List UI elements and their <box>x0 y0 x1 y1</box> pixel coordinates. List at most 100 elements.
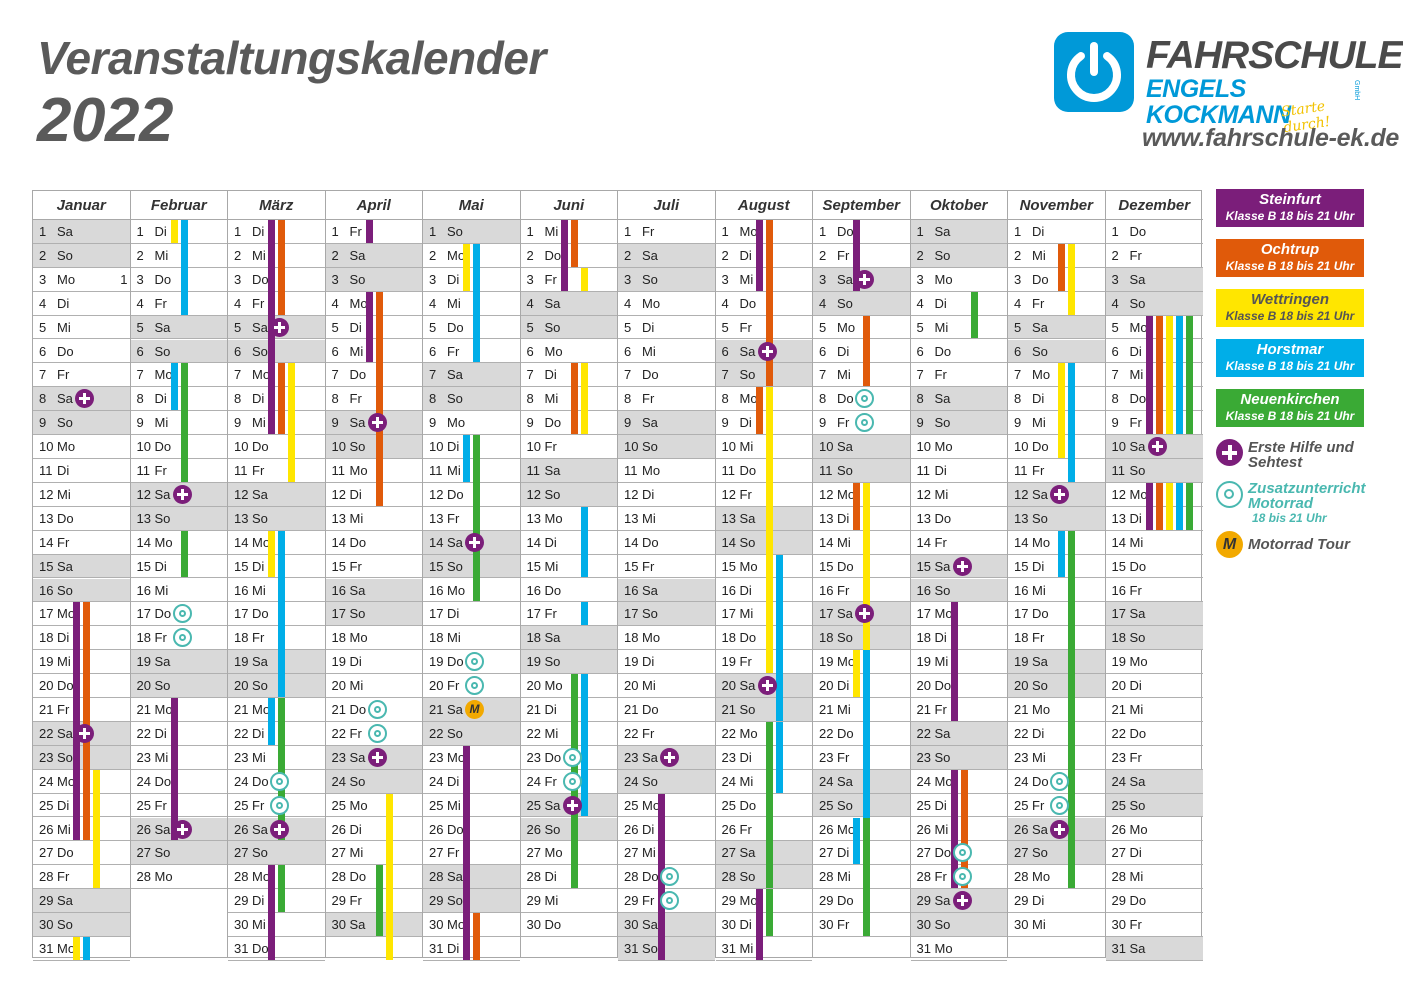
motorcycle-helmet-icon[interactable] <box>562 747 582 767</box>
day-row[interactable]: 1 Mo <box>715 220 812 244</box>
day-row[interactable]: 12 Di <box>618 483 715 507</box>
first-aid-cross-icon[interactable] <box>1050 484 1069 504</box>
day-row[interactable]: 27 Mi <box>325 841 422 866</box>
day-row[interactable]: 12 Sa <box>228 482 325 507</box>
day-row[interactable]: 30 Mi <box>228 913 325 937</box>
day-row[interactable]: 16 So <box>33 578 130 603</box>
day-row[interactable]: 19 Sa <box>228 650 325 675</box>
day-row[interactable]: 29 Do <box>1105 889 1203 914</box>
day-row[interactable]: 9 Fr <box>813 411 910 436</box>
course-bar-ochtrup[interactable] <box>570 220 578 267</box>
day-row[interactable]: 8 Do <box>813 387 910 412</box>
day-row[interactable]: 24 Fr <box>520 770 617 794</box>
day-row[interactable]: 14 Do <box>325 531 422 555</box>
course-bar-wettringen[interactable] <box>853 650 860 697</box>
day-row[interactable]: 9 Fr <box>1105 411 1203 436</box>
day-row[interactable]: 17 Mo <box>910 602 1007 627</box>
day-row[interactable]: 26 Di <box>618 818 715 842</box>
day-row[interactable]: 22 Di <box>1008 722 1105 746</box>
day-row[interactable]: 30 Fr <box>1105 913 1203 937</box>
day-row[interactable]: 19 Mo <box>813 650 910 675</box>
day-row[interactable]: 16 Mi <box>130 579 227 603</box>
day-row[interactable]: 14 Mo <box>1008 531 1105 555</box>
day-row[interactable]: 15 Do <box>1105 555 1203 579</box>
course-bar-ochtrup[interactable] <box>473 913 480 960</box>
first-aid-cross-icon[interactable] <box>270 819 289 839</box>
day-row[interactable]: 17 Sa <box>1105 602 1203 627</box>
course-bar-horstmar[interactable] <box>853 817 860 865</box>
day-row[interactable]: 31 Mo <box>33 937 130 961</box>
day-row[interactable]: 19 Mi <box>33 650 130 675</box>
course-bar-steinfurt[interactable] <box>853 220 860 291</box>
day-row[interactable]: 18 Di <box>33 626 130 651</box>
day-row[interactable]: 17 So <box>618 602 715 627</box>
day-row[interactable]: 27 Do <box>33 841 130 866</box>
day-row[interactable]: 28 Sa <box>423 865 520 890</box>
day-row[interactable]: 22 Sa <box>910 721 1007 746</box>
first-aid-cross-icon[interactable] <box>1147 437 1167 457</box>
day-row[interactable]: 24 Mo <box>910 770 1007 794</box>
motorcycle-helmet-icon[interactable] <box>952 867 972 887</box>
day-row[interactable]: 25 Do <box>715 794 812 818</box>
day-row[interactable]: 24 Mo <box>33 770 130 794</box>
first-aid-cross-icon[interactable] <box>465 532 484 552</box>
course-bar-neuenkirchen[interactable] <box>375 865 383 936</box>
course-bar-steinfurt[interactable] <box>73 769 80 817</box>
day-row[interactable]: 19 So <box>520 650 617 675</box>
day-row[interactable]: 13 So <box>228 506 325 531</box>
course-bar-horstmar[interactable] <box>1175 315 1183 435</box>
day-row[interactable]: 8 Mo <box>715 387 812 412</box>
day-row[interactable]: 20 Mi <box>325 674 422 698</box>
day-row[interactable]: 25 Di <box>910 794 1007 818</box>
day-row[interactable]: 11 Sa <box>520 459 617 483</box>
day-row[interactable]: 30 Di <box>715 913 812 937</box>
day-row[interactable]: 13 So <box>1008 506 1105 531</box>
day-row[interactable]: 18 So <box>813 626 910 651</box>
day-row[interactable]: 20 Di <box>813 674 910 698</box>
day-row[interactable]: 21 Fr <box>910 698 1007 722</box>
course-bar-ochtrup[interactable] <box>83 769 90 817</box>
day-row[interactable]: 1 Mi <box>520 220 617 244</box>
day-row[interactable]: 8 So <box>423 387 520 412</box>
day-row[interactable]: 16 Fr <box>1105 579 1203 603</box>
course-bar-horstmar[interactable] <box>170 363 178 411</box>
course-bar-ochtrup[interactable] <box>755 387 763 435</box>
day-row[interactable]: 11 Di <box>33 459 130 483</box>
day-row[interactable]: 2 Sa <box>618 243 715 268</box>
day-row[interactable]: 12 Mo <box>1105 483 1203 507</box>
day-row[interactable]: 8 Di <box>1008 387 1105 412</box>
course-bar-steinfurt[interactable] <box>73 602 80 841</box>
day-row[interactable]: 6 So <box>228 339 325 364</box>
course-bar-steinfurt[interactable] <box>268 865 275 960</box>
day-row[interactable]: 26 Di <box>325 818 422 842</box>
day-row[interactable]: 1 Fr <box>618 220 715 244</box>
day-row[interactable]: 30 So <box>910 913 1007 937</box>
day-row[interactable]: 17 So <box>325 602 422 627</box>
course-bar-ochtrup[interactable] <box>863 315 870 387</box>
day-row[interactable]: 5 Sa <box>1008 315 1105 340</box>
day-row[interactable]: 28 Mi <box>813 865 910 890</box>
day-row[interactable]: 29 Fr <box>618 889 715 914</box>
motorcycle-helmet-icon[interactable] <box>952 843 972 863</box>
day-row[interactable]: 21 Do <box>325 698 422 722</box>
day-row[interactable]: 5 Mo <box>1105 316 1203 340</box>
day-row[interactable]: 25 Fr <box>228 794 325 818</box>
day-row[interactable]: 31 Sa <box>1105 937 1203 961</box>
day-row[interactable]: 1 Sa <box>33 220 130 244</box>
day-row[interactable]: 23 Mi <box>130 746 227 770</box>
day-row[interactable]: 21 Do <box>618 698 715 722</box>
course-bar-horstmar[interactable] <box>268 698 275 745</box>
day-row[interactable]: 8 Fr <box>325 387 422 412</box>
day-row[interactable]: 5 Sa <box>130 315 227 340</box>
day-row[interactable]: 6 Do <box>910 340 1007 364</box>
course-bar-horstmar[interactable] <box>180 220 188 315</box>
course-bar-horstmar[interactable] <box>83 937 90 960</box>
day-row[interactable]: 15 Di <box>1008 555 1105 579</box>
day-row[interactable]: 25 Mo <box>618 794 715 818</box>
day-row[interactable]: 31 Do <box>228 937 325 961</box>
day-row[interactable]: 19 Sa <box>1008 650 1105 675</box>
course-bar-horstmar[interactable] <box>1058 530 1065 578</box>
day-row[interactable]: 14 Mi <box>813 531 910 555</box>
course-bar-wettringen[interactable] <box>170 220 178 243</box>
day-row[interactable]: 1 Fr <box>325 220 422 244</box>
